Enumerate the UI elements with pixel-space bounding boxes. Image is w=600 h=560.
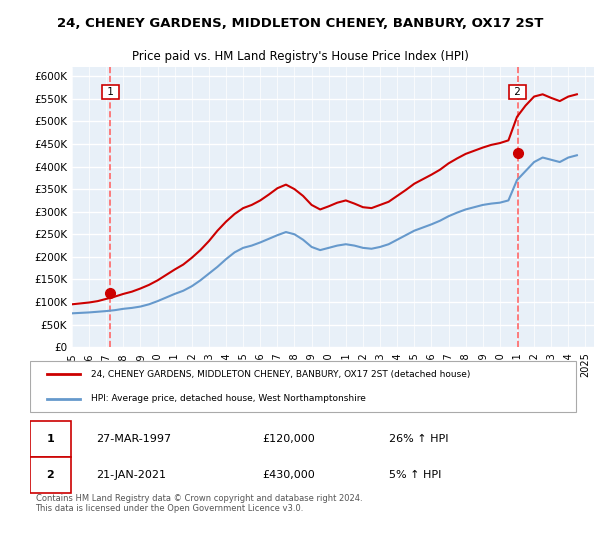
Text: 27-MAR-1997: 27-MAR-1997: [96, 434, 172, 444]
Text: 24, CHENEY GARDENS, MIDDLETON CHENEY, BANBURY, OX17 2ST: 24, CHENEY GARDENS, MIDDLETON CHENEY, BA…: [57, 17, 543, 30]
Text: £120,000: £120,000: [262, 434, 314, 444]
FancyBboxPatch shape: [30, 361, 577, 412]
FancyBboxPatch shape: [30, 421, 71, 457]
Text: 26% ↑ HPI: 26% ↑ HPI: [389, 434, 448, 444]
Text: HPI: Average price, detached house, West Northamptonshire: HPI: Average price, detached house, West…: [91, 394, 365, 403]
Text: 2: 2: [47, 470, 54, 480]
Text: 21-JAN-2021: 21-JAN-2021: [96, 470, 166, 480]
Text: 2: 2: [511, 87, 524, 97]
Text: £430,000: £430,000: [262, 470, 314, 480]
FancyBboxPatch shape: [30, 457, 71, 493]
Text: 1: 1: [104, 87, 117, 97]
Text: 5% ↑ HPI: 5% ↑ HPI: [389, 470, 441, 480]
Text: 1: 1: [47, 434, 54, 444]
Text: Contains HM Land Registry data © Crown copyright and database right 2024.
This d: Contains HM Land Registry data © Crown c…: [35, 494, 362, 514]
Text: 24, CHENEY GARDENS, MIDDLETON CHENEY, BANBURY, OX17 2ST (detached house): 24, CHENEY GARDENS, MIDDLETON CHENEY, BA…: [91, 370, 470, 379]
Text: Price paid vs. HM Land Registry's House Price Index (HPI): Price paid vs. HM Land Registry's House …: [131, 50, 469, 63]
